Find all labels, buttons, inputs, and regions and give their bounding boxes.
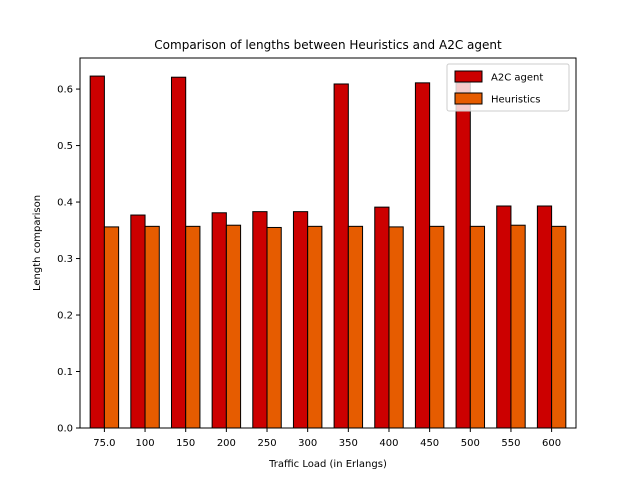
y-tick-label-0: 0.0 [57, 424, 73, 435]
legend-swatch-0 [454, 70, 483, 83]
bars-layer [89, 75, 567, 429]
y-tick-label-4: 0.4 [57, 198, 73, 209]
bar-a2c-9 [455, 82, 471, 429]
x-tick-label-0: 75.0 [93, 438, 115, 449]
bar-a2c-1 [130, 214, 146, 429]
bar-a2c-5 [292, 211, 309, 429]
bar-heuristics-1 [144, 225, 160, 429]
bar-a2c-11 [536, 205, 553, 429]
y-tick-label-2: 0.2 [57, 311, 73, 322]
legend: A2C agent Heuristics [446, 63, 570, 112]
bar-heuristics-9 [469, 225, 486, 429]
bar-a2c-4 [252, 211, 268, 429]
bar-a2c-0 [89, 75, 105, 429]
x-tick-label-5: 300 [298, 438, 317, 449]
bar-heuristics-0 [103, 226, 120, 429]
bar-heuristics-4 [266, 226, 282, 429]
bar-a2c-6 [333, 83, 349, 429]
x-axis: 75.0 100 150 200 250 300 350 400 450 500 550 600 [93, 428, 561, 449]
plot-frame [79, 57, 577, 429]
y-tick-label-1: 0.1 [57, 367, 73, 378]
x-tick-label-1: 100 [136, 438, 155, 449]
bar-heuristics-11 [551, 225, 567, 429]
x-tick-label-7: 400 [379, 438, 398, 449]
bar-a2c-3 [211, 212, 227, 429]
x-axis-label: Traffic Load (in Erlangs) [268, 459, 387, 470]
chart-title: Comparison of lengths between Heuristics… [154, 38, 502, 52]
bar-a2c-8 [414, 82, 431, 429]
bar-heuristics-3 [225, 224, 242, 429]
bar-heuristics-6 [347, 225, 364, 429]
x-tick-label-11: 600 [542, 438, 561, 449]
bar-heuristics-10 [510, 224, 526, 429]
y-tick-label-3: 0.3 [57, 254, 73, 265]
bar-heuristics-7 [388, 226, 404, 429]
x-tick-label-10: 550 [501, 438, 520, 449]
x-tick-label-9: 500 [461, 438, 480, 449]
bar-a2c-10 [496, 205, 512, 429]
y-tick-label-6: 0.6 [57, 85, 73, 96]
legend-label-1: Heuristics [491, 95, 541, 106]
legend-swatch-1 [454, 92, 483, 105]
bar-a2c-7 [374, 206, 390, 429]
bar-heuristics-5 [307, 225, 323, 429]
legend-label-0: A2C agent [491, 73, 543, 84]
x-tick-label-2: 150 [176, 438, 195, 449]
bar-heuristics-8 [429, 225, 445, 429]
y-tick-label-5: 0.5 [57, 141, 73, 152]
y-axis-label: Length comparison [32, 195, 43, 291]
bar-a2c-2 [170, 76, 187, 429]
bar-heuristics-2 [185, 225, 201, 429]
x-tick-label-6: 350 [339, 438, 358, 449]
x-tick-label-4: 250 [257, 438, 276, 449]
x-tick-label-8: 450 [420, 438, 439, 449]
y-axis: 0.0 0.1 0.2 0.3 0.4 0.5 0.6 [57, 85, 80, 435]
x-tick-label-3: 200 [217, 438, 236, 449]
